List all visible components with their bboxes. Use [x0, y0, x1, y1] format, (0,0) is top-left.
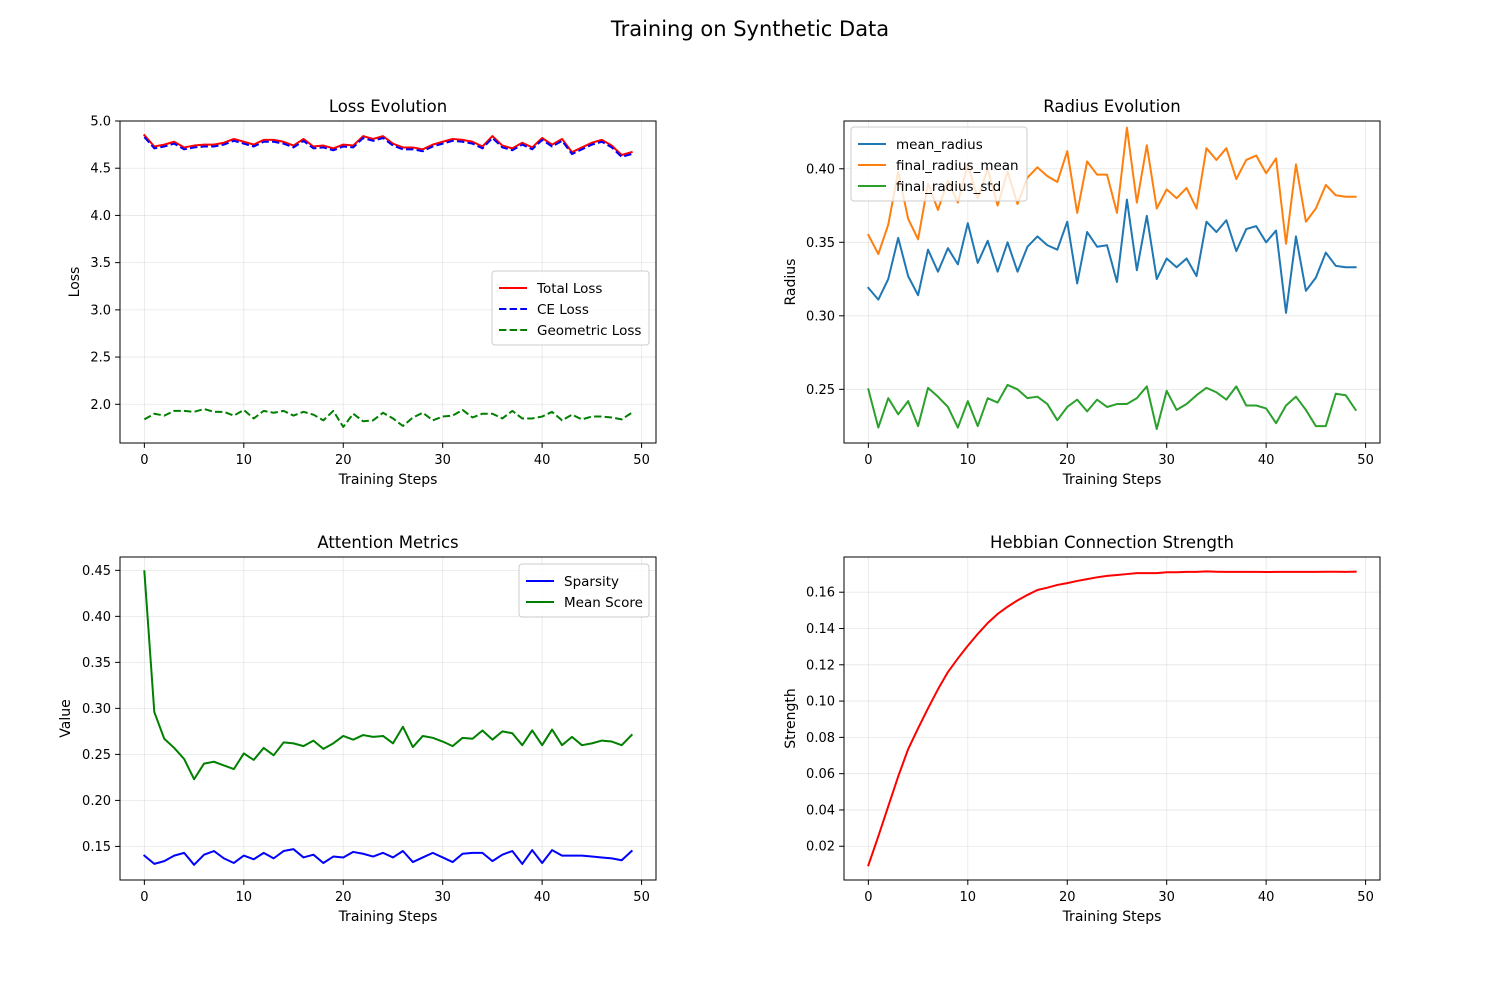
- chart-hebbian: 0 10 20 30 40 50 0.02 0.04 0.06 0.08 0.10 0.12 0.14 0…: [783, 533, 1381, 925]
- y-tick-label: 0.06: [806, 767, 835, 782]
- x-tick-label: 10: [236, 890, 253, 905]
- plot-area-frame: [119, 556, 657, 881]
- chart-title: Attention Metrics: [317, 533, 458, 552]
- y-tick-label: 0.35: [82, 656, 111, 671]
- plot-area-frame: [843, 556, 1381, 881]
- x-tick-label: 40: [534, 453, 551, 468]
- legend-entry: Total Loss: [536, 281, 602, 297]
- x-tick-label: 30: [1158, 890, 1175, 905]
- y-axis-label: Loss: [67, 267, 83, 298]
- x-tick-label: 20: [1059, 453, 1076, 468]
- y-tick-label: 0.25: [806, 383, 835, 398]
- figure-title: Training on Synthetic Data: [610, 17, 889, 41]
- y-tick-label: 0.12: [806, 658, 835, 673]
- x-tick-label: 50: [1357, 453, 1374, 468]
- y-tick-label: 0.45: [82, 564, 111, 579]
- plot-area-frame: [843, 120, 1381, 444]
- x-tick-label: 50: [633, 453, 650, 468]
- legend-entry: Mean Score: [564, 595, 643, 611]
- x-tick-label: 30: [434, 453, 451, 468]
- y-tick-label: 0.10: [806, 695, 835, 710]
- x-tick-label: 30: [1158, 453, 1175, 468]
- chart-title: Loss Evolution: [329, 97, 447, 116]
- y-tick-label: 4.0: [90, 209, 111, 224]
- legend-entry: mean_radius: [896, 137, 983, 153]
- chart-title: Hebbian Connection Strength: [990, 533, 1234, 552]
- series-line-geometric-loss: [143, 408, 633, 428]
- y-tick-label: 0.30: [82, 702, 111, 717]
- chart-attention: 0 10 20 30 40 50 0.15 0.20 0.25 0.30 0.35 0.40 0.45 A…: [58, 533, 657, 925]
- y-tick-label: 0.20: [82, 794, 111, 809]
- y-tick-label: 0.40: [806, 162, 835, 177]
- series-line-mean-radius: [866, 198, 1357, 314]
- x-axis-label: Training Steps: [1062, 909, 1162, 925]
- y-tick-label: 0.08: [806, 731, 835, 746]
- legend: Sparsity Mean Score: [518, 563, 650, 618]
- legend-entry: Geometric Loss: [537, 323, 641, 339]
- x-tick-label: 40: [1258, 453, 1275, 468]
- x-tick-label: 20: [1059, 890, 1076, 905]
- x-tick-label: 0: [864, 890, 872, 905]
- chart-title: Radius Evolution: [1043, 97, 1181, 116]
- x-tick-label: 0: [140, 453, 148, 468]
- y-tick-label: 2.5: [90, 351, 111, 366]
- x-tick-label: 50: [633, 890, 650, 905]
- x-axis-label: Training Steps: [338, 909, 438, 925]
- y-axis-label: Value: [58, 699, 74, 737]
- y-tick-label: 0.35: [806, 236, 835, 251]
- legend-box: [850, 126, 1028, 202]
- y-axis-label: Strength: [783, 688, 799, 749]
- y-tick-label: 0.02: [806, 840, 835, 855]
- x-tick-label: 50: [1357, 890, 1374, 905]
- y-axis-label: Radius: [783, 259, 799, 306]
- y-tick-label: 0.30: [806, 309, 835, 324]
- y-tick-label: 2.0: [90, 398, 111, 413]
- series-line-final-radius-std: [867, 383, 1358, 431]
- legend: mean_radius final_radius_mean final_radius…: [850, 126, 1028, 202]
- legend-entry: Sparsity: [564, 574, 619, 590]
- chart-panels: 0 10 20 30 40 50 2.0 2.5 3.0 3.5 4.0 4.5 5.0 Loss Evo…: [58, 97, 1381, 925]
- y-tick-label: 0.25: [82, 748, 111, 763]
- x-tick-label: 0: [140, 890, 148, 905]
- x-axis-label: Training Steps: [1062, 472, 1162, 488]
- series-line-hebbian: [867, 570, 1357, 867]
- legend-entry: final_radius_std: [896, 179, 1001, 195]
- legend: Total Loss CE Loss Geometric Loss: [491, 270, 650, 346]
- series-line-mean-score: [143, 570, 634, 781]
- x-tick-label: 20: [335, 890, 352, 905]
- y-tick-label: 0.16: [806, 586, 835, 601]
- y-tick-label: 0.15: [82, 840, 111, 855]
- legend-entry: final_radius_mean: [896, 158, 1019, 174]
- y-tick-label: 0.14: [806, 622, 835, 637]
- legend-entry: CE Loss: [537, 302, 589, 318]
- x-tick-label: 10: [960, 890, 977, 905]
- x-axis-label: Training Steps: [338, 472, 438, 488]
- y-tick-label: 5.0: [90, 115, 111, 130]
- x-tick-label: 20: [335, 453, 352, 468]
- y-tick-label: 3.0: [90, 303, 111, 318]
- x-tick-label: 40: [534, 890, 551, 905]
- legend-box: [491, 270, 650, 346]
- y-tick-label: 3.5: [90, 256, 111, 271]
- x-tick-label: 0: [864, 453, 872, 468]
- chart-loss: 0 10 20 30 40 50 2.0 2.5 3.0 3.5 4.0 4.5 5.0 Loss Evo…: [67, 97, 657, 488]
- plot-area-frame: [119, 120, 657, 444]
- x-tick-label: 30: [434, 890, 451, 905]
- y-tick-label: 0.04: [806, 803, 835, 818]
- series-line-total-loss: [142, 133, 633, 156]
- y-tick-label: 0.40: [82, 610, 111, 625]
- series-line-ce-loss: [143, 136, 632, 158]
- series-line-sparsity: [142, 848, 634, 866]
- x-tick-label: 10: [960, 453, 977, 468]
- chart-radius: 0 10 20 30 40 50 0.25 0.30 0.35 0.40 Radius Evolut…: [783, 97, 1381, 488]
- legend-box: [518, 563, 650, 618]
- x-tick-label: 10: [236, 453, 253, 468]
- y-tick-label: 4.5: [90, 162, 111, 177]
- x-tick-label: 40: [1258, 890, 1275, 905]
